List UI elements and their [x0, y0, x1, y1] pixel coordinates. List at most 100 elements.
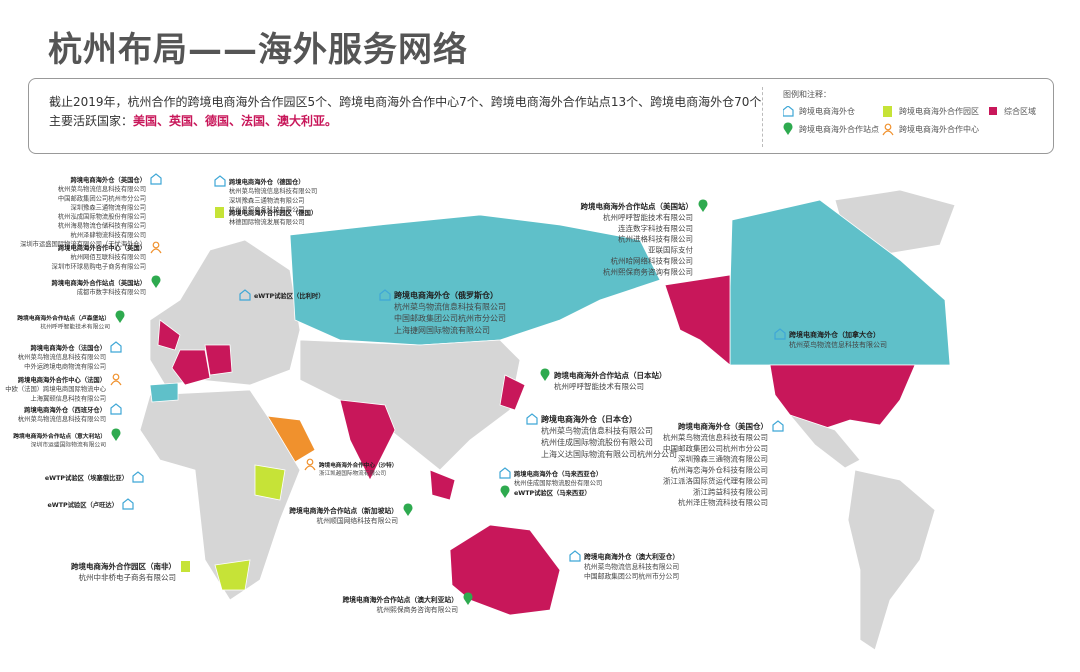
- icon-site: [115, 310, 125, 323]
- callout-title: 跨境电商海外仓（俄罗斯仓）: [394, 290, 498, 300]
- spain: [149, 382, 179, 403]
- callout-line: 深圳市运盛国际物流有限公司: [31, 440, 107, 448]
- icon-warehouse: [379, 289, 391, 301]
- callout-line: 杭州熙保商务咨询有限公司: [603, 266, 693, 276]
- summary-line: 主要活跃国家：美国、英国、德国、法国、澳大利亚。: [49, 112, 761, 131]
- callout-line: 中国邮政集团公司杭州市分公司: [58, 193, 146, 202]
- alaska: [664, 274, 731, 366]
- callout-line: 上海捷网国际物流有限公司: [394, 325, 490, 335]
- callout: 跨境电商海外合作站点（意大利站）深圳市运盛国际物流有限公司: [13, 428, 121, 448]
- icon-center: [112, 373, 120, 381]
- icon-warehouse: [110, 341, 122, 353]
- icon-warehouse: [526, 413, 538, 425]
- callout-title: 跨境电商海外仓（德国仓）: [229, 177, 305, 186]
- callout-title: 跨境电商海外仓（美国仓）: [678, 421, 768, 431]
- callout-line: 杭州顺国网络科技有限公司: [316, 516, 398, 525]
- central-america: [788, 414, 861, 469]
- icon-zone: [989, 107, 997, 115]
- callout-title: 跨境电商海外合作站点（美国站）: [581, 201, 694, 211]
- callout: 跨境电商海外合作站点（澳大利亚站）杭州熙保商务咨询有限公司: [342, 592, 473, 614]
- callout-line: 杭州中非桥电子商务有限公司: [79, 572, 177, 582]
- germany: [204, 344, 233, 376]
- callouts: 跨境电商海外仓（英国仓）杭州菜鸟物流信息科技有限公司中国邮政集团公司杭州市分公司…: [5, 173, 887, 614]
- icon-park: [883, 106, 892, 117]
- icon-site: [463, 592, 473, 605]
- australia: [449, 524, 561, 616]
- icon-warehouse: [569, 550, 581, 562]
- callout-line: 中国邮政集团公司杭州市分公司: [663, 443, 768, 453]
- icon-site: [698, 199, 708, 212]
- callout: 跨境电商海外合作站点（日本站）杭州呼呼智能技术有限公司: [540, 368, 667, 391]
- callout-line: 中外运跨境电商物流有限公司: [24, 361, 106, 370]
- callout: 跨境电商海外仓（马来西亚仓）杭州佳成国际物流股份有限公司: [499, 467, 602, 487]
- summary-countries: 美国、英国、德国、法国、澳大利亚。: [133, 114, 338, 128]
- callout-line: 杭州哈网络科技有限公司: [611, 255, 694, 265]
- asia: [299, 339, 521, 471]
- callout-title: 跨境电商海外合作中心（沙特）: [319, 461, 397, 469]
- callout: 跨境电商海外合作中心（英国）杭州网佰互联科技有限公司深圳市环球易购电子商务有限公…: [52, 241, 162, 270]
- callout-line: 杭州泓成国际物流股份有限公司: [58, 212, 146, 221]
- callout-line: 深圳市环球易购电子商务有限公司: [52, 261, 146, 270]
- callout-line: 杭州呼呼智能技术有限公司: [554, 381, 644, 391]
- callout-line: 杭州呼呼智能技术有限公司: [40, 322, 110, 330]
- callout-title: 跨境电商海外仓（加拿大仓）: [789, 330, 880, 339]
- icon-warehouse: [150, 173, 162, 185]
- callout-title: 跨境电商海外合作站点（英国站）: [52, 278, 146, 287]
- icon-warehouse: [110, 403, 122, 415]
- icon-center: [884, 123, 892, 131]
- legend-label: 综合区域: [1004, 106, 1036, 116]
- callout: 跨境电商海外仓（日本仓） 杭州菜鸟物流信息科技有限公司杭州佳成国际物流股份有限公司…: [526, 413, 677, 459]
- callout-line: 上海翼颐信息科技有限公司: [30, 393, 106, 402]
- callout-line: 杭州佳成国际物流股份有限公司: [541, 437, 653, 447]
- callout: 跨境电商海外仓（英国仓）杭州菜鸟物流信息科技有限公司中国邮政集团公司杭州市分公司…: [20, 173, 162, 248]
- callout-line: 杭州海易物流仓储科技有限公司: [58, 221, 146, 230]
- south-america: [847, 469, 936, 651]
- legend: 图例和注释： 跨境电商海外仓 跨境电商海外合作园区 综合区域 跨境电商海外合作站点 跨境…: [762, 87, 1053, 147]
- icon-center: [882, 130, 894, 136]
- callout-title: 跨境电商海外仓（澳大利亚仓）: [584, 552, 679, 561]
- callout-line: 杭州菜鸟物流信息科技有限公司: [18, 352, 106, 361]
- callout-line: 亚联国际支付: [648, 245, 693, 255]
- summary-box: 截止2019年，杭州合作的跨境电商海外合作园区5个、跨境电商海外合作中心7个、跨…: [28, 78, 1054, 154]
- callout: 跨境电商海外合作园区（德国）林德国际物流发展有限公司: [215, 207, 317, 226]
- callout: 跨境电商海外合作站点（卢森堡站）杭州呼呼智能技术有限公司: [17, 310, 125, 330]
- icon-warehouse: [239, 289, 251, 301]
- callout: 跨境电商海外合作园区（南非）杭州中非桥电子商务有限公司: [71, 561, 190, 582]
- icon-park: [181, 561, 190, 572]
- callout-line: 杭州易恒商务科技有限公司: [229, 204, 305, 213]
- callout-line: 杭州泽肆物流科技有限公司: [70, 230, 146, 239]
- callout-title: eWTP试验区（比利时）: [254, 291, 325, 300]
- callout-line: 连连数字科技有限公司: [618, 223, 693, 233]
- callout-line: 深圳市运盛国际物流有限公司（无忧海外仓）: [20, 239, 146, 248]
- callout-line: 杭州菜鸟物流信息科技有限公司: [394, 302, 506, 312]
- icon-warehouse: [499, 467, 511, 479]
- land: [139, 189, 956, 651]
- callout: 跨境电商海外合作站点（美国站）杭州呼呼智能技术有限公司连连数字科技有限公司杭州进…: [581, 199, 708, 276]
- callout: eWTP试验区（比利时）: [239, 289, 325, 301]
- legend-title: 图例和注释：: [783, 90, 831, 99]
- callout-title: 跨境电商海外合作站点（新加坡站）: [289, 506, 398, 515]
- usa: [769, 364, 916, 431]
- callout-line: 成都市数字科技有限公司: [77, 287, 146, 296]
- japan: [499, 374, 526, 411]
- india: [339, 399, 396, 481]
- callout-title: 跨境电商海外合作站点（卢森堡站）: [17, 314, 110, 322]
- callout-title: 跨境电商海外仓（马来西亚仓）: [514, 469, 602, 478]
- icon-warehouse: [132, 471, 144, 483]
- legend-label: 跨境电商海外仓: [799, 106, 855, 116]
- icon-warehouse: [214, 175, 226, 187]
- icon-center: [110, 380, 122, 386]
- callout-title: 跨境电商海外合作中心（英国）: [58, 243, 146, 252]
- icon-warehouse: [774, 328, 786, 340]
- icon-site: [540, 368, 550, 381]
- callout-line: 杭州佳成国际物流股份有限公司: [514, 478, 602, 487]
- icon-center: [152, 241, 160, 249]
- icon-site: [500, 485, 510, 498]
- callout-line: 杭州菜鸟物流信息科技有限公司: [663, 432, 768, 442]
- callout: 跨境电商海外仓（俄罗斯仓） 杭州菜鸟物流信息科技有限公司中国邮政集团公司杭州市分公…: [379, 289, 506, 335]
- legend-label: 跨境电商海外合作中心: [899, 124, 979, 134]
- callout-line: 杭州网佰互联科技有限公司: [70, 252, 146, 261]
- france: [171, 349, 211, 386]
- icon-park: [215, 207, 224, 218]
